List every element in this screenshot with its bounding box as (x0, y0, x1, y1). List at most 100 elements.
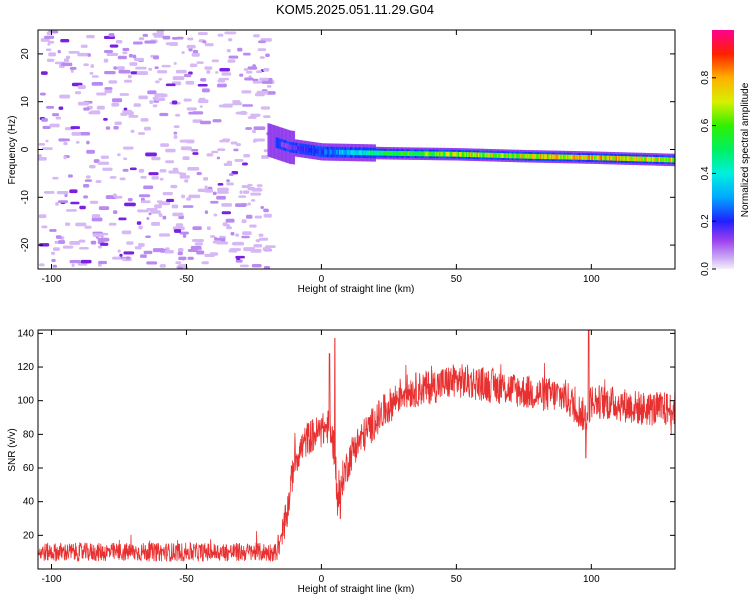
signal-core (321, 149, 324, 155)
signal-core (621, 156, 624, 161)
noise-blob (180, 146, 192, 151)
signal-core (580, 155, 583, 160)
noise-blob (252, 129, 256, 134)
signal-core (649, 156, 652, 162)
noise-blob (55, 201, 59, 206)
noise-blob (213, 213, 218, 217)
noise-blob (176, 36, 184, 40)
signal-core (305, 147, 308, 152)
noise-blob (188, 194, 201, 199)
signal-core (287, 144, 290, 150)
noise-blob (248, 75, 252, 79)
noise-blob (255, 239, 261, 243)
x-tick-label: 100 (583, 574, 600, 585)
signal-core (487, 152, 490, 158)
noise-blob (212, 191, 217, 196)
noise-blob (222, 138, 231, 142)
noise-blob (104, 89, 113, 94)
noise-blob (238, 195, 247, 198)
noise-blob (171, 100, 178, 105)
noise-blob (239, 190, 243, 195)
signal-core (402, 151, 405, 156)
noise-blob (249, 224, 257, 228)
noise-blob (152, 104, 158, 108)
y-tick-label: 40 (23, 497, 35, 508)
noise-blob (106, 52, 119, 56)
noise-blob (250, 113, 261, 117)
noise-blob (60, 38, 70, 43)
signal-core (549, 154, 552, 160)
noise-blob (38, 214, 47, 219)
noise-blob (192, 119, 203, 123)
noise-blob (95, 180, 102, 184)
noise-blob (187, 166, 200, 171)
signal-core (340, 149, 343, 155)
noise-blob (243, 52, 251, 56)
signal-core (390, 150, 393, 156)
signal-core (317, 148, 320, 154)
signal-core (464, 152, 467, 157)
noise-blob (189, 63, 198, 68)
noise-blob (140, 200, 151, 204)
signal-core (642, 156, 645, 162)
noise-blob (179, 175, 190, 179)
noise-blob (115, 39, 123, 44)
signal-core (363, 150, 366, 156)
signal-core (623, 156, 626, 161)
noise-blob (175, 261, 182, 264)
noise-blob (177, 251, 183, 256)
signal-core (517, 153, 520, 159)
noise-blob (145, 152, 157, 157)
signal-core (616, 155, 619, 161)
signal-core (415, 151, 418, 157)
signal-core (503, 153, 506, 159)
noise-blob (164, 249, 174, 254)
signal-core (463, 152, 466, 157)
signal-core (529, 153, 532, 159)
signal-core (428, 151, 431, 157)
signal-core (577, 154, 580, 160)
noise-blob (118, 217, 127, 221)
noise-blob (188, 111, 198, 115)
noise-blob (191, 52, 200, 57)
noise-blob (221, 203, 232, 207)
noise-blob (149, 100, 154, 104)
noise-blob (148, 67, 153, 71)
signal-core (295, 145, 298, 151)
noise-blob (77, 52, 89, 57)
noise-blob (140, 176, 147, 179)
noise-blob (196, 171, 202, 176)
noise-blob (200, 78, 207, 82)
signal-core (371, 150, 374, 156)
noise-blob (146, 208, 158, 211)
signal-core (535, 154, 538, 159)
signal-core (490, 152, 493, 158)
signal-core (534, 154, 537, 159)
noise-blob (47, 40, 55, 44)
signal-core (294, 145, 297, 151)
signal-core (332, 149, 335, 155)
signal-core (314, 148, 317, 154)
noise-blob (40, 38, 50, 42)
noise-blob (259, 77, 269, 81)
noise-blob (262, 247, 272, 251)
noise-blob (41, 118, 48, 122)
noise-blob (89, 200, 99, 204)
signal-core (384, 150, 387, 156)
noise-blob (87, 53, 91, 57)
noise-blob (39, 263, 45, 267)
signal-core (635, 156, 638, 162)
noise-blob (69, 66, 77, 70)
signal-core (438, 151, 441, 157)
signal-core (391, 150, 394, 156)
signal-core (502, 153, 505, 158)
noise-blob (123, 251, 135, 255)
noise-blob (104, 87, 113, 90)
signal-core (330, 149, 333, 155)
noise-blob (265, 53, 270, 57)
signal-core (507, 153, 510, 159)
noise-blob (75, 222, 87, 227)
noise-blob (96, 105, 105, 110)
signal-core (614, 155, 617, 161)
noise-blob (212, 240, 222, 244)
